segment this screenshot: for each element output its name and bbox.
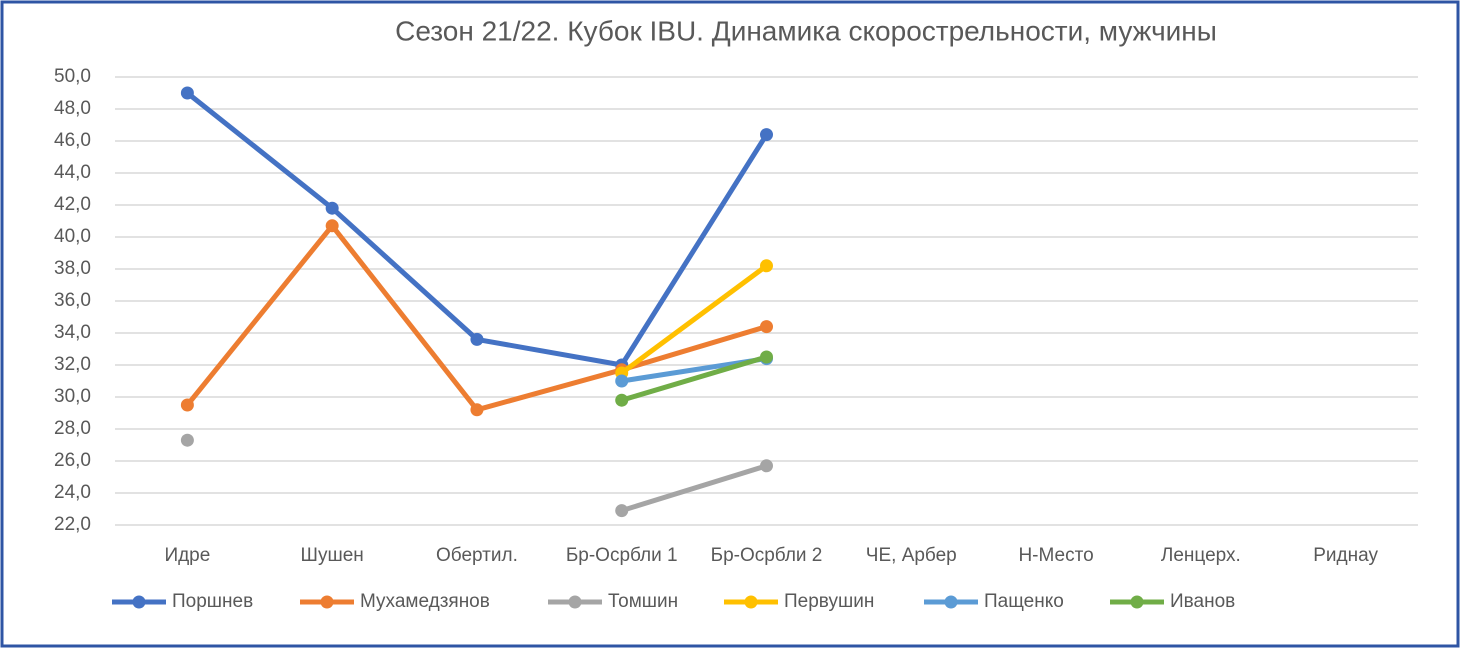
series-line	[620, 263, 768, 376]
y-tick-label: 40,0	[54, 226, 91, 247]
data-point	[760, 459, 773, 473]
data-point	[615, 374, 629, 388]
x-tick-label: Риднау	[1313, 545, 1378, 566]
y-tick-label: 26,0	[54, 450, 91, 471]
data-point	[760, 128, 773, 142]
x-tick-label: Бр-Осрбли 1	[566, 545, 678, 566]
legend-marker	[320, 595, 334, 609]
legend-label: Томшин	[608, 591, 678, 612]
legend-marker	[132, 595, 146, 609]
series-line	[620, 463, 768, 513]
legend-label: Иванов	[1170, 591, 1235, 612]
legend-marker	[1130, 595, 1144, 609]
y-tick-label: 48,0	[54, 98, 91, 119]
y-tick-label: 32,0	[54, 354, 91, 375]
x-tick-label: Бр-Осрбли 2	[711, 545, 823, 566]
data-point	[760, 350, 773, 364]
legend-marker	[944, 595, 958, 609]
data-point	[760, 320, 773, 334]
y-tick-label: 46,0	[54, 130, 91, 151]
y-tick-label: 34,0	[54, 322, 91, 343]
x-tick-label: Ленцерх.	[1161, 545, 1241, 566]
legend-label: Пащенко	[984, 591, 1064, 612]
legend-marker	[744, 595, 758, 609]
data-point	[180, 86, 194, 100]
x-tick-label: Н-Место	[1018, 545, 1093, 566]
data-point	[470, 332, 484, 346]
y-tick-label: 44,0	[54, 162, 91, 183]
data-point	[325, 219, 339, 233]
series-line	[621, 354, 768, 403]
chart-title: Сезон 21/22. Кубок IBU. Динамика скорост…	[395, 15, 1217, 46]
y-tick-label: 42,0	[54, 194, 91, 215]
legend-label: Поршнев	[172, 591, 253, 612]
data-point	[615, 504, 629, 518]
legend-label: Мухамедзянов	[360, 591, 490, 612]
y-tick-label: 50,0	[54, 66, 91, 87]
data-point	[180, 398, 194, 412]
y-tick-label: 38,0	[54, 258, 91, 279]
y-tick-label: 36,0	[54, 290, 91, 311]
y-tick-label: 30,0	[54, 386, 91, 407]
x-tick-label: Шушен	[301, 545, 364, 566]
x-tick-label: Обертил.	[436, 545, 518, 566]
x-tick-label: ЧЕ, Арбер	[866, 545, 957, 566]
data-point	[180, 433, 194, 447]
x-tick-label: Идре	[164, 545, 210, 566]
data-point	[470, 403, 484, 417]
data-point	[760, 259, 773, 273]
y-tick-label: 24,0	[54, 482, 91, 503]
data-point	[615, 393, 629, 407]
y-tick-label: 28,0	[54, 418, 91, 439]
legend-marker	[568, 595, 582, 609]
y-tick-label: 22,0	[54, 514, 91, 535]
data-point	[325, 201, 339, 215]
legend-label: Первушин	[784, 591, 874, 612]
